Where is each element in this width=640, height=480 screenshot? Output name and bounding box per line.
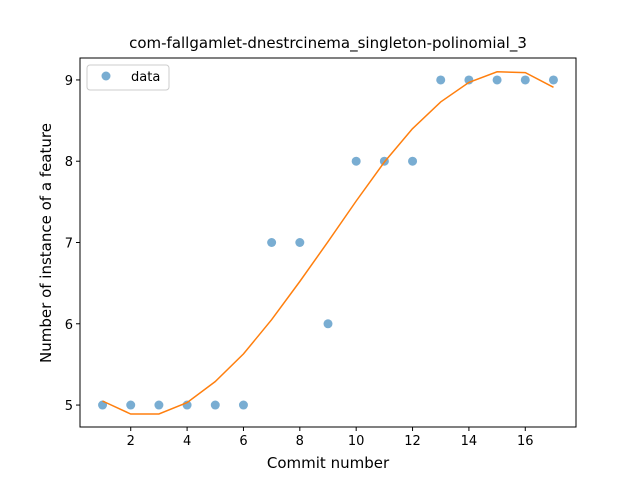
data-point [126,400,136,410]
x-tick-label: 10 [348,434,365,449]
y-tick-label: 5 [65,399,73,414]
data-point [154,400,164,410]
x-tick-label: 2 [127,434,135,449]
data-point [295,238,305,247]
y-tick-label: 6 [65,318,73,333]
legend: data [86,64,170,91]
data-point [210,400,220,410]
legend-label-data: data [131,70,160,85]
legend-marker-data [101,71,111,81]
data-point [238,400,248,410]
y-tick-label: 7 [65,237,73,252]
y-axis-label: Number of instance of a feature [37,123,55,363]
data-point [323,319,333,329]
plot-area [98,71,558,415]
x-tick-label: 6 [239,434,247,449]
x-axis: 2 4 6 8 10 12 14 16 [127,427,534,449]
data-point [520,75,530,85]
fit-line [102,71,554,415]
x-tick-label: 16 [517,434,534,449]
y-tick-label: 8 [65,155,73,170]
x-tick-label: 4 [183,434,191,449]
x-tick-label: 14 [461,434,478,449]
x-tick-label: 12 [404,434,421,449]
data-point [267,238,277,247]
chart-title: com-fallgamlet-dnestrcinema_singleton-po… [129,34,527,53]
x-tick-label: 8 [296,434,304,449]
data-point [351,156,361,166]
x-axis-label: Commit number [267,454,390,472]
data-point [408,156,418,166]
y-tick-label: 9 [65,74,73,89]
data-point [436,75,446,85]
data-point [492,75,502,85]
data-point [548,75,558,85]
y-axis: 5 6 7 8 9 [65,74,80,414]
legend-box [86,64,170,91]
